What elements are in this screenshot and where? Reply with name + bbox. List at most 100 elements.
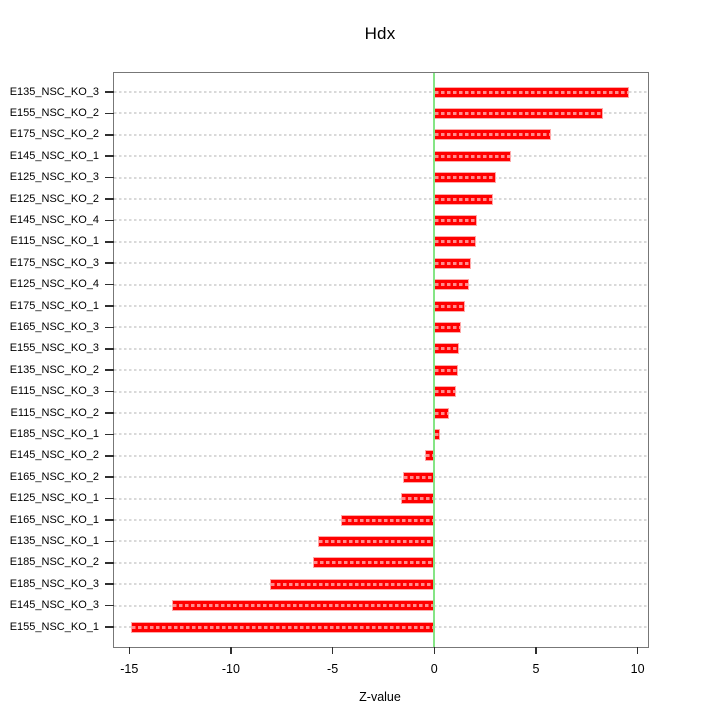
y-axis-label: E165_NSC_KO_1 [9,513,99,526]
y-axis-tick [105,562,114,564]
y-axis-tick [105,583,114,585]
y-axis-tick [105,91,114,93]
grid-line [114,112,648,115]
bar [434,172,497,184]
bar-hatch-overlay [435,90,629,94]
y-axis-label: E115_NSC_KO_3 [10,385,99,398]
y-axis-label: E185_NSC_KO_2 [9,556,99,569]
y-axis-label: E135_NSC_KO_1 [9,534,99,547]
y-axis-label: E125_NSC_KO_3 [9,171,99,184]
bar [340,514,435,526]
grid-line [114,390,648,393]
grid-line [114,412,648,414]
y-axis-label: E125_NSC_KO_2 [9,192,99,205]
y-axis-tick [105,241,114,243]
y-axis-tick [105,412,114,414]
bar-hatch-overlay [435,176,496,180]
y-axis-label: E155_NSC_KO_1 [9,620,99,633]
y-axis-tick [105,433,114,436]
bar [434,129,552,141]
bar-hatch-overlay [435,261,470,265]
x-axis-tick [230,647,232,654]
x-axis-tick [331,647,334,654]
y-axis-label: E185_NSC_KO_1 [9,427,99,440]
x-tick-label: 0 [430,662,438,676]
grid-line [114,198,648,200]
bar [131,621,435,633]
bar-hatch-overlay [435,154,510,158]
bar-hatch-overlay [435,368,457,372]
bar [269,578,435,590]
bar-hatch-overlay [435,283,468,287]
grid-line [114,133,648,136]
y-axis-tick [105,112,114,115]
y-axis-label: E145_NSC_KO_4 [9,213,99,226]
x-tick-label: 5 [532,662,540,676]
y-axis-label: E135_NSC_KO_3 [9,85,99,98]
bar [434,257,471,269]
grid-line [114,497,648,500]
bar-hatch-overlay [403,475,434,479]
bar-hatch-overlay [435,218,476,222]
bar-hatch-overlay [426,454,434,458]
bar [400,493,435,505]
y-axis-label: E135_NSC_KO_2 [9,363,99,376]
x-axis-tick [636,647,639,654]
bar [434,214,477,226]
y-axis-label: E175_NSC_KO_3 [9,256,99,269]
grid-line [114,433,648,436]
x-tick-label: 10 [630,662,645,676]
grid-line [114,91,648,93]
bar [171,600,435,612]
bar-hatch-overlay [435,411,448,415]
zero-reference-line [433,73,436,647]
chart-title: Hdx [364,24,396,43]
y-axis-tick [105,176,114,179]
grid-line [114,454,648,457]
y-axis-label: E155_NSC_KO_3 [9,342,99,355]
grid-line [114,476,648,479]
bar [434,386,456,398]
y-axis-label: E175_NSC_KO_2 [9,128,99,141]
bar [434,236,476,248]
grid-line [114,240,648,243]
y-axis-tick [105,155,114,157]
y-axis-label: E125_NSC_KO_4 [9,278,99,291]
y-axis-tick [105,455,114,457]
bar-hatch-overlay [435,347,458,351]
bar [434,407,449,419]
y-axis-tick [105,219,114,222]
bar-hatch-overlay [435,133,551,137]
x-axis-tick [128,647,130,654]
bar [434,86,630,98]
plot-area: E135_NSC_KO_3 E155_NSC_KO_2 E175_NSC_KO_2 E… [10,72,649,676]
y-axis-tick [105,305,114,307]
y-axis-tick [105,604,114,607]
y-axis-tick [105,134,114,136]
bar-hatch-overlay [319,539,434,543]
grid-line [114,283,648,286]
y-axis-label: E115_NSC_KO_2 [10,406,99,419]
grid-line [114,219,648,222]
y-axis-label: E165_NSC_KO_3 [9,320,99,333]
grid-line [114,326,648,329]
y-axis-label: E145_NSC_KO_3 [9,599,99,612]
bar [313,557,435,569]
x-tick-label: -15 [120,662,139,676]
grid-line [114,347,648,350]
y-axis-tick [105,540,114,543]
bar [402,471,435,483]
y-axis-tick [105,348,114,350]
bar-hatch-overlay [435,197,493,201]
x-tick-label: -5 [327,662,339,676]
y-axis-label: E185_NSC_KO_3 [9,577,99,590]
y-axis-tick [105,476,114,478]
bar-hatch-overlay [435,304,464,308]
y-axis-label: E175_NSC_KO_1 [9,299,99,312]
bar [434,343,459,355]
bar-hatch-overlay [435,325,460,329]
y-axis-tick [105,519,114,521]
grid-line [114,262,648,265]
y-axis-tick [105,262,114,264]
bar [434,321,461,333]
